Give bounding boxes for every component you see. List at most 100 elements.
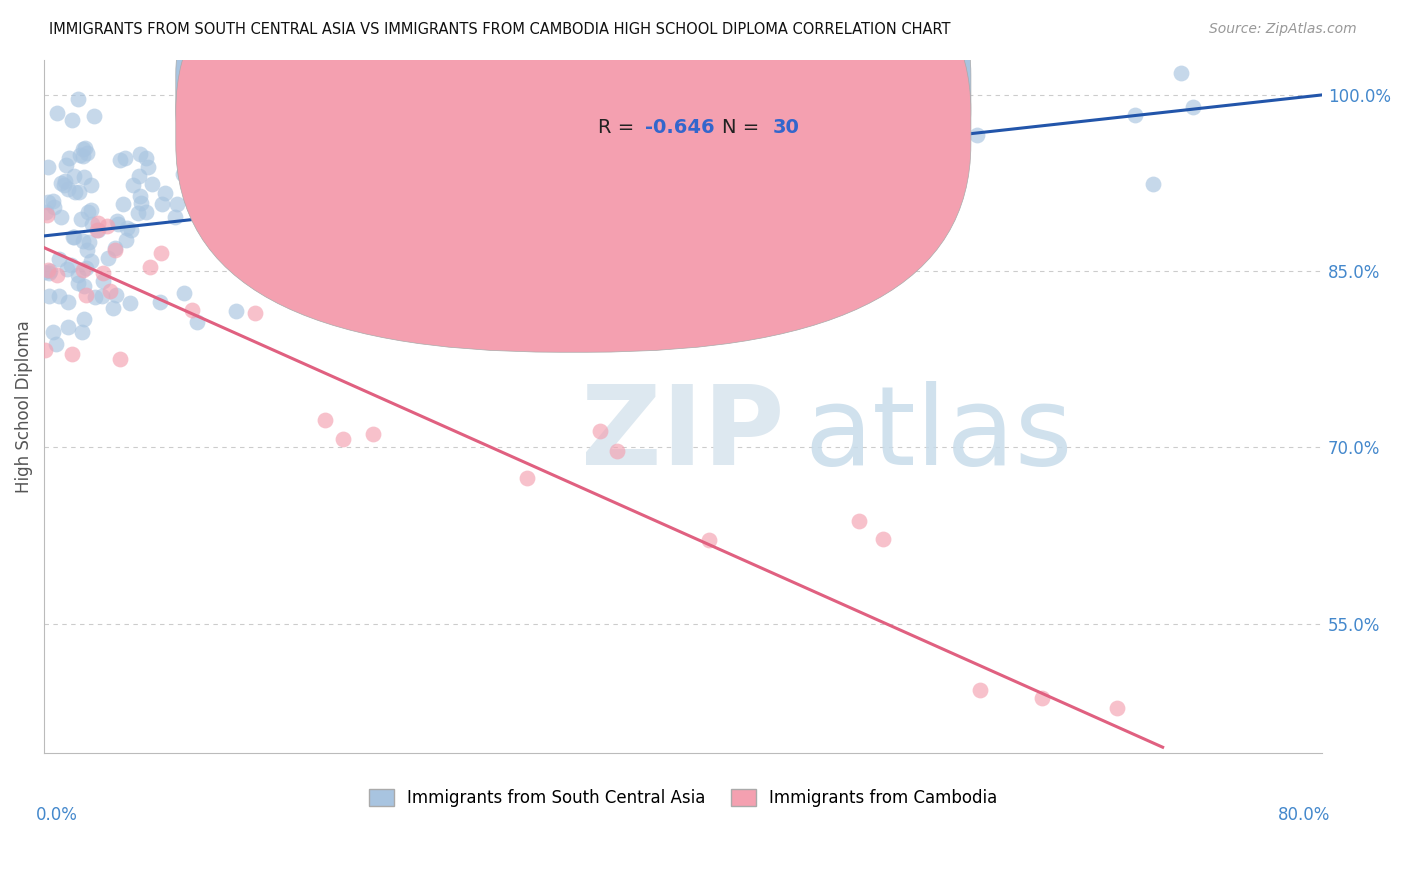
Point <box>60 258 83 272</box>
Point <box>46 268 69 283</box>
Point <box>432 240 454 254</box>
Point <box>224 222 246 236</box>
Point <box>166 196 188 211</box>
Point <box>606 443 628 458</box>
Point <box>444 175 467 189</box>
Point <box>136 160 159 174</box>
Point <box>298 249 321 263</box>
Point <box>67 277 90 291</box>
Point <box>256 227 278 241</box>
Point <box>135 151 157 165</box>
Point <box>1105 700 1128 714</box>
Point <box>416 72 439 87</box>
Point <box>613 161 636 175</box>
Point <box>58 319 80 334</box>
Point <box>121 178 143 193</box>
Point <box>38 266 60 280</box>
Point <box>72 234 94 248</box>
Point <box>72 262 94 277</box>
Point <box>104 244 127 258</box>
Point <box>232 251 254 265</box>
Point <box>104 288 127 302</box>
Point <box>56 295 79 310</box>
Text: 30: 30 <box>773 118 800 137</box>
Point <box>70 325 93 339</box>
Point <box>872 532 894 546</box>
Point <box>205 228 228 243</box>
Point <box>115 233 138 247</box>
Text: N =: N = <box>721 82 759 101</box>
Point <box>51 176 73 190</box>
Point <box>181 302 204 317</box>
Point <box>969 683 991 698</box>
Text: N =: N = <box>721 118 759 137</box>
Point <box>353 194 375 208</box>
Point <box>86 222 108 236</box>
Point <box>896 64 918 78</box>
Point <box>48 252 70 266</box>
Point <box>73 278 96 293</box>
Point <box>314 412 336 426</box>
Point <box>42 200 65 214</box>
Point <box>1182 100 1205 114</box>
Point <box>129 147 152 161</box>
Y-axis label: High School Diploma: High School Diploma <box>15 320 32 492</box>
Point <box>76 145 98 160</box>
Point <box>80 203 103 218</box>
Point <box>853 64 876 78</box>
Point <box>127 206 149 220</box>
Point <box>186 315 208 329</box>
Point <box>87 222 110 236</box>
Point <box>277 228 299 243</box>
Point <box>302 197 325 211</box>
Point <box>53 174 76 188</box>
Point <box>75 287 97 301</box>
Point <box>114 151 136 165</box>
Point <box>32 265 55 279</box>
Point <box>284 187 307 202</box>
Point <box>129 189 152 203</box>
Point <box>404 141 426 155</box>
Point <box>966 128 988 142</box>
Point <box>247 221 270 235</box>
Point <box>697 533 720 547</box>
Text: 80.0%: 80.0% <box>1278 806 1330 824</box>
Point <box>184 176 207 190</box>
Point <box>60 113 83 128</box>
Point <box>120 223 142 237</box>
Point <box>375 122 398 136</box>
Point <box>149 294 172 309</box>
Point <box>141 178 163 192</box>
Text: R =: R = <box>598 118 640 137</box>
Point <box>75 260 97 275</box>
FancyBboxPatch shape <box>176 0 972 317</box>
Point <box>172 167 194 181</box>
Point <box>91 266 114 280</box>
Point <box>67 268 90 282</box>
Point <box>135 204 157 219</box>
Point <box>80 217 103 231</box>
Point <box>381 136 404 150</box>
Point <box>37 208 59 222</box>
Point <box>37 195 59 210</box>
Point <box>45 336 67 351</box>
Point <box>72 311 94 326</box>
Point <box>105 213 128 227</box>
Point <box>72 149 94 163</box>
Point <box>361 427 384 442</box>
Point <box>91 274 114 288</box>
Point <box>120 295 142 310</box>
Point <box>488 120 510 135</box>
Point <box>76 243 98 257</box>
Point <box>555 166 578 180</box>
Point <box>45 106 67 120</box>
Point <box>832 198 855 212</box>
Point <box>60 347 83 361</box>
Point <box>1031 690 1053 705</box>
Point <box>640 81 662 95</box>
Point <box>416 152 439 166</box>
Point <box>356 225 378 239</box>
Point <box>782 246 804 260</box>
Point <box>820 161 842 176</box>
Point <box>329 145 352 159</box>
